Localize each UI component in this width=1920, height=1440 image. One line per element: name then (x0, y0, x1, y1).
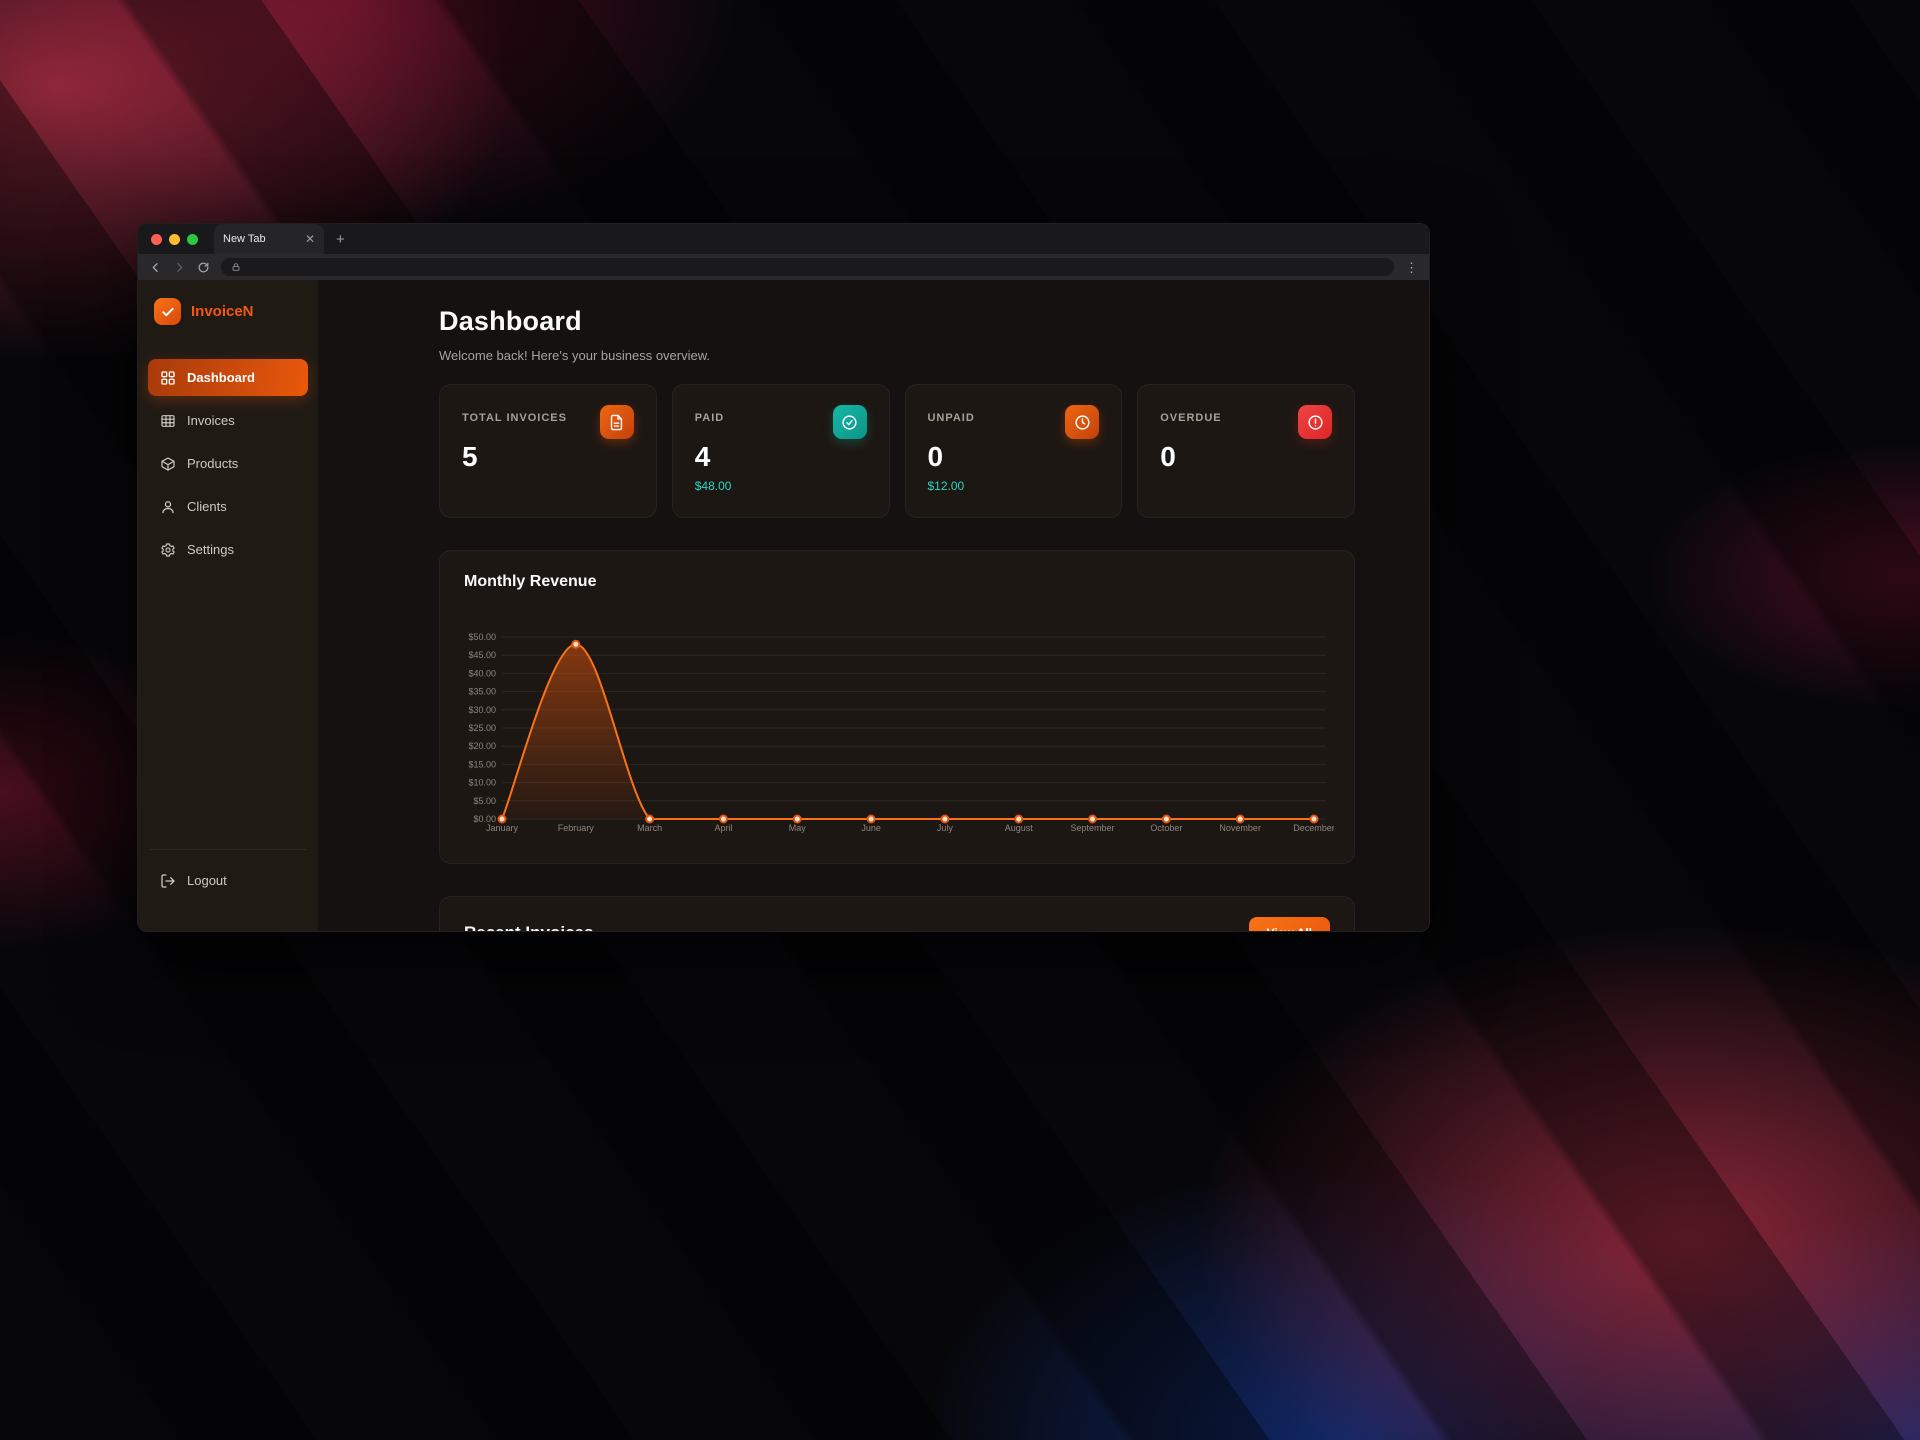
svg-text:$0.00: $0.00 (473, 814, 496, 824)
sidebar-item-invoices[interactable]: Invoices (148, 402, 308, 439)
window-controls (151, 233, 198, 245)
minimize-window-button[interactable] (169, 233, 180, 245)
svg-text:July: July (937, 823, 954, 833)
svg-text:September: September (1071, 823, 1115, 833)
stat-card-overdue: OVERDUE 0 (1137, 384, 1355, 518)
page-title: Dashboard (439, 306, 582, 336)
svg-text:December: December (1293, 823, 1334, 833)
svg-text:February: February (558, 823, 595, 833)
tab-title: New Tab (223, 233, 266, 245)
logout-icon (160, 873, 176, 889)
forward-icon[interactable] (173, 261, 186, 274)
svg-text:March: March (637, 823, 662, 833)
new-tab-button[interactable]: + (336, 230, 345, 248)
stat-sub: $48.00 (694, 479, 732, 493)
sidebar: InvoiceN Dashboard Invoices (138, 280, 318, 931)
stat-sub (1160, 479, 1332, 493)
zoom-window-button[interactable] (187, 233, 198, 245)
alert-circle-icon (1298, 405, 1332, 439)
svg-text:$35.00: $35.00 (468, 687, 496, 697)
stat-sub (462, 479, 634, 493)
stat-card-total-invoices: TOTAL INVOICES 5 (439, 384, 657, 518)
clock-icon (1065, 405, 1100, 439)
monthly-revenue-chart: $0.00 $5.00 $10.00 $15.00 $20.00 $25.00 $30.00… (468, 632, 1334, 833)
monthly-revenue-card: Monthly Revenue $0.00 $5.00 $10.00 $15.00 $2… (439, 550, 1355, 864)
stat-value: 4 (694, 441, 711, 472)
page-subtitle: Welcome back! Here's your business overv… (439, 348, 711, 363)
brand: InvoiceN (148, 298, 308, 325)
stat-label: UNPAID (927, 412, 975, 424)
close-window-button[interactable] (151, 233, 162, 245)
tab-close-icon[interactable]: ✕ (304, 232, 315, 246)
browser-toolbar: ⋮ (138, 254, 1429, 280)
reload-icon[interactable] (197, 261, 210, 274)
svg-text:November: November (1219, 823, 1261, 833)
sidebar-item-products[interactable]: Products (148, 445, 308, 482)
browser-window: New Tab ✕ + ⋮ (137, 223, 1430, 932)
invoice-app: InvoiceN Dashboard Invoices (138, 280, 1429, 931)
svg-text:$5.00: $5.00 (473, 796, 496, 806)
svg-text:January: January (486, 823, 519, 833)
user-icon (160, 499, 176, 515)
svg-text:$25.00: $25.00 (468, 723, 496, 733)
sidebar-nav: Dashboard Invoices Products (148, 359, 308, 574)
main-content: Dashboard Welcome back! Here's your busi… (318, 280, 1429, 931)
lock-icon (231, 262, 241, 272)
check-circle-icon (832, 405, 867, 439)
svg-text:$45.00: $45.00 (468, 650, 496, 660)
stats-row: TOTAL INVOICES 5 PAID (439, 384, 1355, 518)
sidebar-item-settings[interactable]: Settings (148, 531, 308, 568)
sidebar-item-label: Invoices (187, 413, 235, 428)
svg-text:$30.00: $30.00 (468, 705, 496, 715)
stat-value: 0 (1160, 441, 1176, 472)
document-icon (599, 405, 634, 439)
stat-card-unpaid: UNPAID 0 $12.00 (904, 384, 1123, 518)
recent-invoices-card: Recent Invoices View All (439, 896, 1355, 931)
logout-label: Logout (187, 873, 227, 888)
stat-label: TOTAL INVOICES (462, 412, 567, 424)
sidebar-divider (150, 849, 306, 850)
sidebar-footer: Logout (148, 849, 308, 905)
recent-invoices-title: Recent Invoices (464, 923, 593, 931)
sidebar-item-clients[interactable]: Clients (148, 488, 308, 525)
svg-text:$10.00: $10.00 (468, 778, 496, 788)
gear-icon (160, 542, 176, 558)
sidebar-item-label: Products (187, 456, 239, 471)
svg-text:$40.00: $40.00 (468, 668, 496, 678)
svg-text:$15.00: $15.00 (468, 759, 496, 769)
package-icon (160, 456, 176, 472)
dashboard-grid-icon (160, 370, 176, 386)
sidebar-item-dashboard[interactable]: Dashboard (148, 359, 308, 396)
address-bar[interactable] (221, 258, 1394, 276)
stat-sub: $12.00 (927, 479, 965, 493)
back-icon[interactable] (149, 261, 162, 274)
invoice-table-icon (160, 413, 176, 429)
svg-text:May: May (789, 823, 807, 833)
stat-card-paid: PAID 4 $48.00 (671, 384, 890, 518)
brand-logo-icon (154, 298, 181, 325)
svg-text:$20.00: $20.00 (468, 741, 496, 751)
sidebar-item-label: Clients (187, 499, 227, 514)
browser-titlebar: New Tab ✕ + (138, 224, 1429, 254)
chart-title: Monthly Revenue (464, 573, 597, 590)
stat-label: PAID (694, 412, 725, 424)
stat-value: 5 (462, 441, 478, 472)
sidebar-item-label: Dashboard (187, 370, 255, 385)
stat-label: OVERDUE (1160, 412, 1222, 424)
svg-text:August: August (1005, 823, 1034, 833)
stat-value: 0 (927, 441, 944, 472)
view-all-button[interactable]: View All (1248, 917, 1330, 931)
svg-text:October: October (1150, 823, 1182, 833)
svg-text:April: April (714, 823, 732, 833)
browser-menu-icon[interactable]: ⋮ (1405, 259, 1418, 275)
svg-text:$50.00: $50.00 (468, 632, 496, 642)
logout-button[interactable]: Logout (148, 862, 308, 899)
sidebar-item-label: Settings (187, 542, 234, 557)
brand-name: InvoiceN (191, 303, 254, 320)
svg-text:June: June (861, 823, 881, 833)
browser-tab[interactable]: New Tab ✕ (214, 224, 324, 254)
